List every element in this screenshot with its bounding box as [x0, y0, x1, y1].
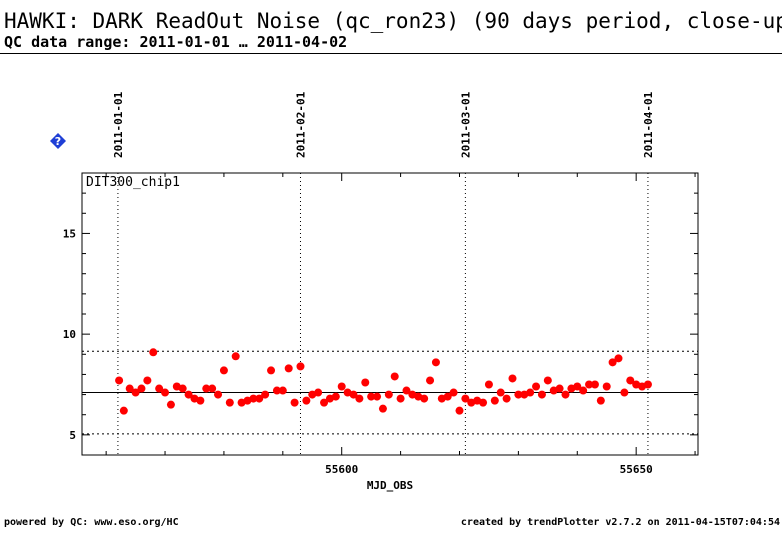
data-point [455, 406, 464, 415]
title-divider [0, 53, 782, 54]
plot-frame [81, 172, 699, 456]
x-tick-label-55650: 55650 [620, 463, 653, 476]
data-point [514, 390, 523, 399]
footer-powered-by: powered by QC: www.eso.org/HC [4, 517, 179, 528]
data-point [461, 394, 470, 403]
data-point [396, 394, 405, 403]
data-point [219, 366, 228, 375]
data-point [125, 384, 134, 393]
data-point [561, 390, 570, 399]
data-point [331, 392, 340, 401]
data-point [526, 388, 535, 397]
page-subtitle: QC data range: 2011-01-01 … 2011-04-02 [4, 33, 348, 51]
date-marker-label-0: 2011-01-01 [112, 91, 125, 158]
data-point [355, 394, 364, 403]
data-point [390, 372, 399, 381]
data-point [367, 392, 376, 401]
data-point [178, 384, 187, 393]
footer-created-by: created by trendPlotter v2.7.2 on 2011-0… [460, 517, 780, 528]
data-point [596, 396, 605, 405]
data-point [149, 348, 158, 357]
data-point [261, 390, 270, 399]
data-point [426, 376, 435, 385]
data-point [278, 386, 287, 395]
data-point [155, 384, 164, 393]
data-point [555, 384, 564, 393]
data-point [115, 376, 124, 385]
data-point [161, 388, 170, 397]
data-point [573, 382, 582, 391]
data-point [320, 398, 329, 407]
svg-text:?: ? [55, 135, 61, 148]
data-point [361, 378, 370, 387]
data-point [378, 404, 387, 413]
data-point [290, 398, 299, 407]
data-point [349, 390, 358, 399]
data-point [620, 388, 629, 397]
x-axis-label: MJD_OBS [367, 479, 413, 492]
data-point [532, 382, 541, 391]
data-point [255, 394, 264, 403]
data-point [443, 392, 452, 401]
data-point [496, 388, 505, 397]
data-point [602, 382, 611, 391]
date-marker-label-3: 2011-04-01 [642, 91, 655, 158]
data-point [449, 388, 458, 397]
data-point [267, 366, 276, 375]
data-point [508, 374, 517, 383]
y-tick-label-15: 15 [63, 227, 76, 240]
data-point [296, 362, 305, 371]
data-point [579, 386, 588, 395]
data-point [314, 388, 323, 397]
data-point [502, 394, 511, 403]
data-point [490, 396, 499, 405]
data-point [537, 390, 546, 399]
help-diamond-icon[interactable]: ? [50, 133, 66, 149]
data-point [119, 406, 128, 415]
data-point [402, 386, 411, 395]
data-point [214, 390, 223, 399]
data-point [479, 398, 488, 407]
data-point [608, 358, 617, 367]
data-point [131, 388, 140, 397]
date-marker-label-2: 2011-03-01 [459, 91, 472, 158]
data-point [626, 376, 635, 385]
data-point [373, 392, 382, 401]
data-point [543, 376, 552, 385]
date-marker-label-1: 2011-02-01 [294, 91, 307, 158]
data-point [284, 364, 293, 373]
data-point [431, 358, 440, 367]
x-tick-label-55600: 55600 [325, 463, 358, 476]
data-point [196, 396, 205, 405]
data-point [585, 380, 594, 389]
data-point [166, 400, 175, 409]
data-point [231, 352, 240, 361]
data-point [143, 376, 152, 385]
data-point [272, 386, 281, 395]
y-tick-label-5: 5 [69, 429, 76, 442]
data-point [202, 384, 211, 393]
data-point [420, 394, 429, 403]
data-point [137, 384, 146, 393]
data-point [249, 394, 258, 403]
data-point [384, 390, 393, 399]
data-point [643, 380, 652, 389]
data-point [590, 380, 599, 389]
panel-label: DIT300_chip1 [86, 175, 180, 190]
data-point [484, 380, 493, 389]
data-point [614, 354, 623, 363]
data-point [337, 382, 346, 391]
data-point [225, 398, 234, 407]
page-title: HAWKI: DARK ReadOut Noise (qc_ron23) (90… [4, 9, 782, 33]
data-point [302, 396, 311, 405]
data-point [184, 390, 193, 399]
y-tick-label-10: 10 [63, 328, 76, 341]
data-point [208, 384, 217, 393]
